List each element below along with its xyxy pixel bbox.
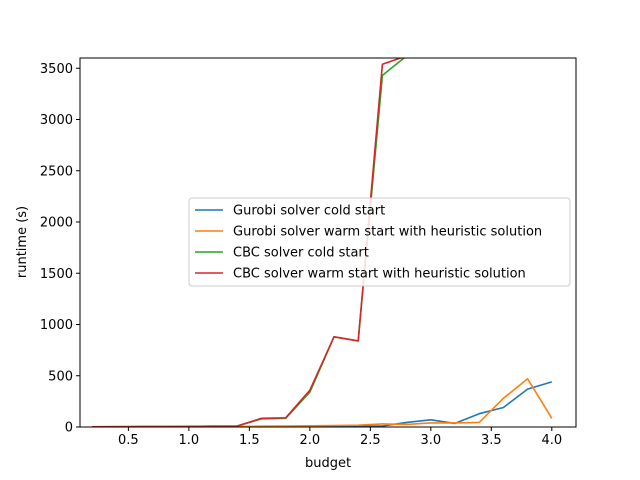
legend-label: Gurobi solver cold start bbox=[233, 204, 385, 219]
x-tick-label: 3.0 bbox=[420, 433, 441, 448]
x-tick-label: 1.0 bbox=[179, 433, 200, 448]
y-tick-label: 2500 bbox=[40, 164, 73, 179]
x-tick-label: 0.5 bbox=[118, 433, 139, 448]
y-axis: 0 500 1000 1500 2000 2500 3000 3500 bbox=[40, 62, 80, 436]
x-tick-label: 2.5 bbox=[360, 433, 381, 448]
plot-frame bbox=[79, 57, 577, 428]
x-tick-label: 1.5 bbox=[239, 433, 260, 448]
y-tick-label: 1000 bbox=[40, 318, 73, 333]
legend-label: CBC solver warm start with heuristic sol… bbox=[233, 267, 526, 282]
y-tick-label: 500 bbox=[48, 369, 73, 384]
x-tick-label: 2.0 bbox=[300, 433, 321, 448]
y-tick-label: 3500 bbox=[40, 62, 73, 77]
legend-label: Gurobi solver warm start with heuristic … bbox=[233, 225, 542, 240]
y-tick-label: 0 bbox=[65, 421, 73, 436]
legend: Gurobi solver cold start Gurobi solver wa… bbox=[188, 197, 571, 287]
legend-box bbox=[188, 197, 571, 287]
y-tick-label: 1500 bbox=[40, 267, 73, 282]
y-axis-label: runtime (s) bbox=[15, 206, 30, 278]
x-axis: 0.5 1.0 1.5 2.0 2.5 3.0 3.5 4.0 bbox=[118, 427, 562, 448]
x-axis-label: budget bbox=[305, 456, 351, 471]
x-tick-label: 3.5 bbox=[481, 433, 502, 448]
x-tick-label: 4.0 bbox=[541, 433, 562, 448]
y-tick-label: 2000 bbox=[40, 216, 73, 231]
legend-label: CBC solver cold start bbox=[233, 246, 369, 261]
y-tick-label: 3000 bbox=[40, 113, 73, 128]
